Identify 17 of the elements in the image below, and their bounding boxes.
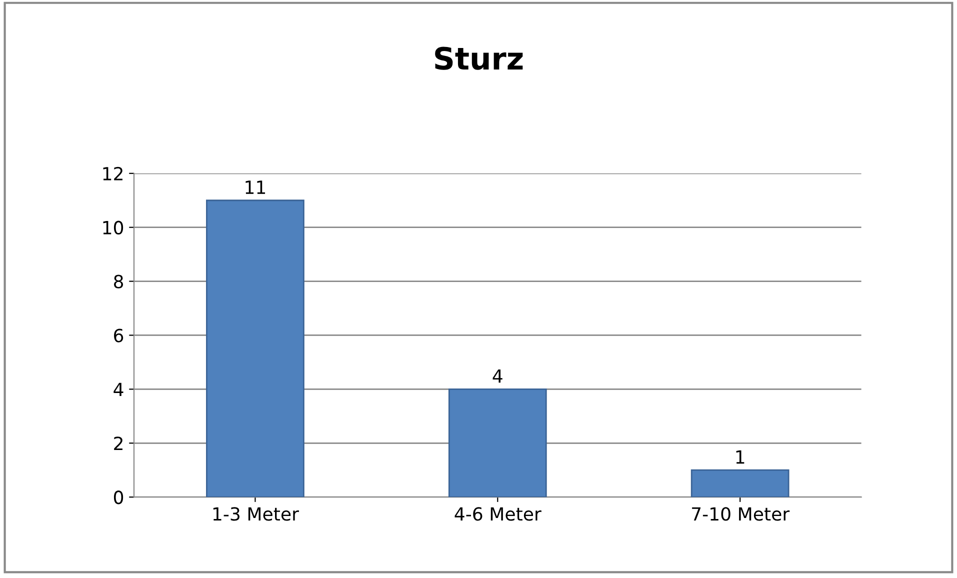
y-tick-label: 2: [114, 436, 122, 450]
x-tick-label: 1-3 Meter: [213, 507, 299, 521]
data-label: 1: [736, 450, 744, 464]
y-tick-label: 4: [114, 382, 124, 396]
chart-title: Sturz: [435, 46, 523, 70]
bar: [206, 200, 304, 498]
data-label: 4: [492, 369, 502, 383]
x-tick-label: 4-6 Meter: [454, 507, 542, 521]
y-tick-label: 0: [114, 490, 124, 504]
data-label: 11: [246, 180, 266, 194]
y-tick-label: 10: [103, 220, 124, 234]
x-tick-label: 7-10 Meter: [692, 507, 790, 521]
bar: [448, 388, 547, 498]
y-tick-label: 12: [103, 166, 122, 180]
bar: [690, 469, 790, 498]
y-tick-label: 6: [114, 328, 124, 342]
y-tick-label: 8: [114, 274, 124, 288]
